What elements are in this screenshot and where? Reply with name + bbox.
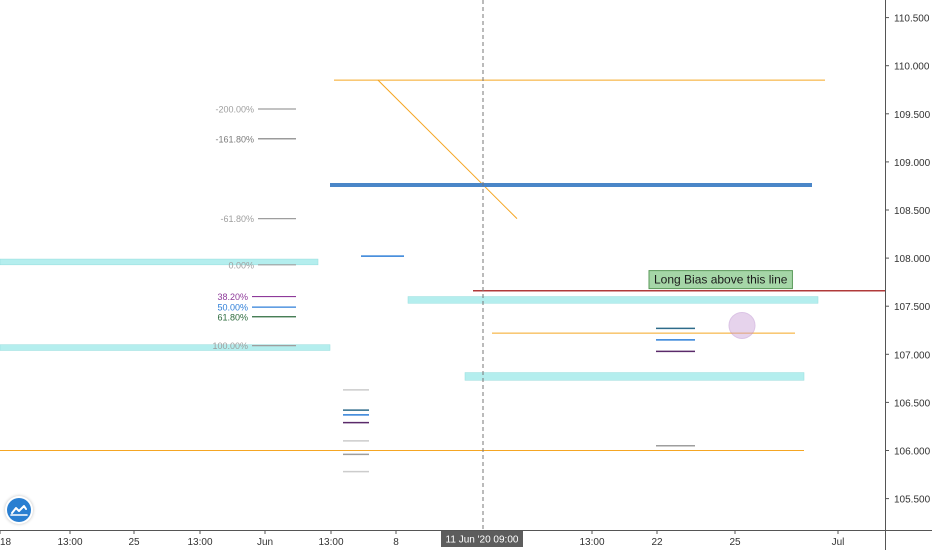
price-tick-label: 110.500 [894,14,930,25]
markers-layer [343,327,695,473]
price-tick-label: 108.000 [894,254,931,265]
time-tick-label: Jun [257,537,273,548]
fib-label-0: -200.00% [215,104,254,114]
annotation-box [648,270,793,290]
annotations-layer: Long Bias above this line [648,270,793,339]
price-tick-label: 110.000 [894,62,930,73]
trend-line-3 [377,79,518,220]
time-tick-label: Jul [832,537,845,548]
fib-label-5: 50.00% [217,303,248,313]
fib-layer: -200.00% -161.80% -61.80% 0.00% 38.20%50.00%… [212,104,296,351]
time-tick-label: 18 [0,537,12,548]
crosshair-label: 11 Jun '20 09:00 [446,535,519,546]
fib-label-6: 61.80% [217,312,248,322]
time-tick-label: 13:00 [318,537,343,548]
time-tick-label: 25 [128,537,140,548]
zones-layer [0,258,819,381]
zone-3 [464,372,805,381]
time-tick-label: 13:00 [579,537,604,548]
price-tick-label: 107.500 [894,302,931,313]
time-tick-label: 8 [393,537,399,548]
lines-layer [0,79,912,451]
time-tick-label: 13:00 [57,537,82,548]
annotation-text: Long Bias above this line [654,273,788,287]
annotation-0: Long Bias above this line [648,270,793,290]
fib-label-4: 38.20% [217,292,248,302]
price-tick-label: 109.000 [894,158,931,169]
highlight-circle [728,311,756,339]
price-tick-label: 105.500 [894,495,931,506]
crosshair-label-bg [441,531,523,547]
price-tick-label: 109.500 [894,110,931,121]
zone-1 [0,344,331,351]
fib-label-7: 100.00% [212,341,248,351]
price-tick-label: 106.500 [894,398,931,409]
price-axis-bg [885,0,932,550]
price-tick-label: 107.000 [894,350,931,361]
price-tick-label: 106.000 [894,447,931,458]
fib-label-2: -61.80% [220,214,254,224]
tradingview-logo-icon [7,498,31,522]
time-tick-label: 25 [729,537,741,548]
price-tick-label: 108.500 [894,206,931,217]
fib-label-1: -161.80% [215,134,254,144]
time-tick-label: 13:00 [187,537,212,548]
fib-label-3: 0.00% [228,260,254,270]
zone-0 [0,258,319,266]
zone-2 [407,296,819,304]
tradingview-logo[interactable] [5,496,33,524]
time-tick-label: 22 [651,537,663,548]
